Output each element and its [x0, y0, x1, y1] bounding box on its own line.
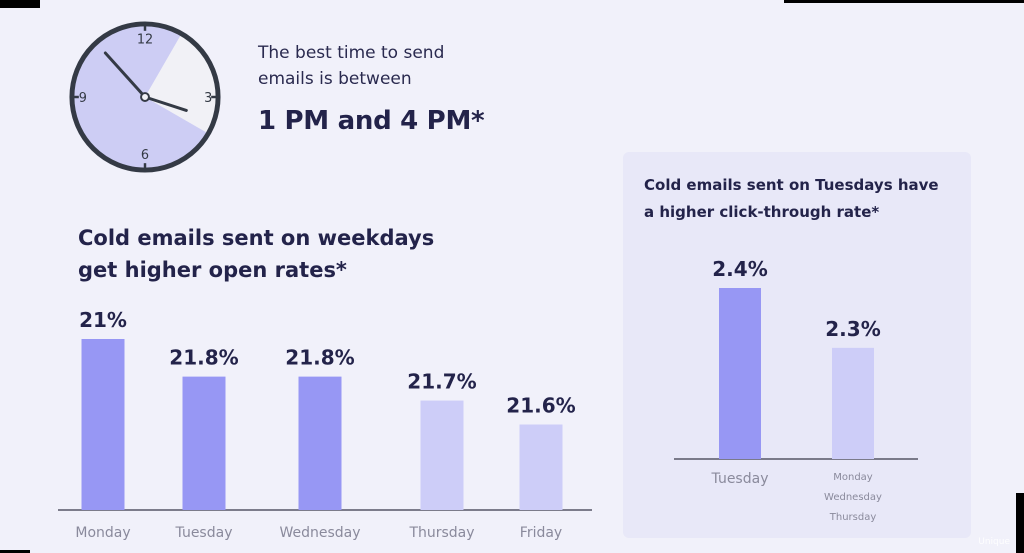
open-rate-bar [420, 400, 464, 510]
open-rate-tick-label: Wednesday [279, 525, 360, 541]
open-rate-tick-label: Tuesday [175, 525, 233, 541]
clock-hour-hand [143, 95, 188, 112]
frame-corner [1016, 493, 1024, 553]
click-through-bar [832, 347, 874, 459]
open-rate-bar [182, 376, 226, 510]
clock-highlight-sector [145, 35, 217, 133]
open-rate-bar [298, 376, 342, 510]
click-through-title-line-2: a higher click-through rate* [644, 203, 880, 221]
frame-corner [0, 0, 40, 8]
open-rate-bar [519, 424, 563, 510]
frame-corner [784, 0, 1024, 3]
clock-number-6: 6 [141, 148, 149, 163]
clock-number-3: 3 [204, 91, 212, 106]
open-rate-tick-label: Friday [520, 525, 562, 541]
intro-line-2: emails is between [258, 69, 412, 89]
clock-rim [69, 21, 221, 173]
watermark: Unique [978, 537, 1010, 547]
clock-number-9: 9 [79, 91, 87, 106]
frame-corner [0, 550, 30, 553]
click-through-panel [623, 152, 971, 538]
click-through-tick-label: Wednesday [824, 492, 882, 503]
click-through-bar [719, 288, 761, 459]
best-time-range: 1 PM and 4 PM* [258, 106, 485, 136]
open-rate-title-line-2: get higher open rates* [78, 258, 347, 282]
open-rate-chart-title: Cold emails sent on weekdays get higher … [78, 222, 434, 286]
open-rate-tick-label: Monday [75, 525, 130, 541]
click-through-chart-title: Cold emails sent on Tuesdays have a high… [644, 172, 939, 226]
intro-line-1: The best time to send [258, 43, 445, 63]
open-rate-bar [81, 339, 125, 510]
clock-icon: 12 3 6 9 [69, 21, 221, 173]
open-rate-tick-label: Thursday [408, 525, 474, 541]
open-rate-value-label: 21.6% [506, 394, 575, 418]
click-through-title-line-1: Cold emails sent on Tuesdays have [644, 176, 939, 194]
click-through-value-label: 2.3% [825, 317, 880, 341]
click-through-tick-label: Tuesday [711, 471, 769, 487]
open-rate-value-label: 21.8% [285, 346, 354, 370]
open-rate-value-label: 21.8% [169, 346, 238, 370]
clock-minute-hand [103, 51, 147, 99]
open-rate-value-label: 21% [79, 308, 127, 332]
clock-number-12: 12 [137, 33, 153, 48]
click-through-tick-label: Monday [833, 472, 873, 483]
intro-text: The best time to send emails is between … [258, 40, 578, 136]
open-rate-value-label: 21.7% [407, 370, 476, 394]
clock-pivot [140, 92, 150, 102]
click-through-tick-label: Thursday [829, 512, 877, 523]
click-through-value-label: 2.4% [712, 257, 767, 281]
open-rate-title-line-1: Cold emails sent on weekdays [78, 226, 435, 250]
